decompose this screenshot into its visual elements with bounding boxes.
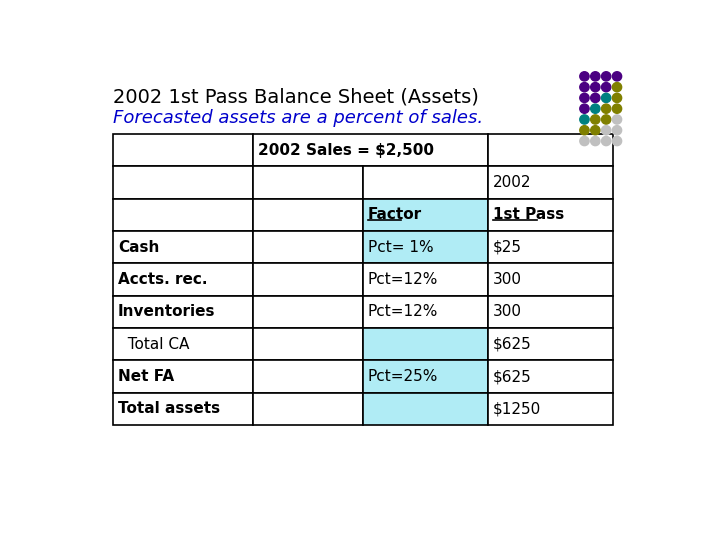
- Circle shape: [601, 137, 611, 146]
- Text: 2002 1st Pass Balance Sheet (Assets): 2002 1st Pass Balance Sheet (Assets): [113, 88, 479, 107]
- Bar: [363, 166, 488, 199]
- Bar: [363, 328, 488, 361]
- Bar: [253, 166, 363, 199]
- Circle shape: [590, 126, 600, 135]
- Text: Pct=12%: Pct=12%: [368, 272, 438, 287]
- Circle shape: [612, 126, 621, 135]
- Bar: [113, 296, 253, 328]
- Text: 300: 300: [492, 272, 522, 287]
- Bar: [363, 264, 488, 296]
- Circle shape: [612, 104, 621, 113]
- Text: Cash: Cash: [118, 240, 159, 255]
- Circle shape: [612, 93, 621, 103]
- Circle shape: [590, 137, 600, 146]
- Text: Total CA: Total CA: [118, 337, 189, 352]
- Bar: [113, 393, 253, 425]
- Text: Net FA: Net FA: [118, 369, 174, 384]
- Circle shape: [580, 93, 589, 103]
- Bar: [488, 264, 613, 296]
- Bar: [113, 134, 253, 166]
- Circle shape: [580, 126, 589, 135]
- Text: Pct= 1%: Pct= 1%: [368, 240, 433, 255]
- Bar: [253, 328, 363, 361]
- Text: Accts. rec.: Accts. rec.: [118, 272, 207, 287]
- Circle shape: [580, 104, 589, 113]
- Circle shape: [590, 104, 600, 113]
- Text: Total assets: Total assets: [118, 402, 220, 416]
- Text: Inventories: Inventories: [118, 305, 215, 320]
- Circle shape: [601, 115, 611, 124]
- Bar: [253, 264, 363, 296]
- Bar: [253, 199, 363, 231]
- Text: 2002 Sales = $2,500: 2002 Sales = $2,500: [258, 143, 434, 158]
- Circle shape: [590, 115, 600, 124]
- Circle shape: [601, 83, 611, 92]
- Circle shape: [601, 72, 611, 81]
- Circle shape: [612, 137, 621, 146]
- Bar: [113, 264, 253, 296]
- Bar: [363, 393, 488, 425]
- Circle shape: [590, 72, 600, 81]
- Bar: [113, 166, 253, 199]
- Text: $625: $625: [492, 369, 531, 384]
- Bar: [113, 361, 253, 393]
- Circle shape: [590, 83, 600, 92]
- Bar: [363, 296, 488, 328]
- Bar: [488, 296, 613, 328]
- Bar: [488, 328, 613, 361]
- Circle shape: [601, 104, 611, 113]
- Text: $25: $25: [492, 240, 522, 255]
- Bar: [363, 231, 488, 264]
- Bar: [113, 199, 253, 231]
- Bar: [363, 199, 488, 231]
- Bar: [488, 166, 613, 199]
- Circle shape: [580, 137, 589, 146]
- Bar: [253, 361, 363, 393]
- Circle shape: [580, 72, 589, 81]
- Bar: [253, 393, 363, 425]
- Text: 1st Pass: 1st Pass: [492, 207, 564, 222]
- Circle shape: [590, 93, 600, 103]
- Bar: [488, 134, 613, 166]
- Bar: [363, 361, 488, 393]
- Bar: [488, 231, 613, 264]
- Bar: [113, 231, 253, 264]
- Bar: [488, 393, 613, 425]
- Circle shape: [601, 126, 611, 135]
- Text: 2002: 2002: [492, 175, 531, 190]
- Text: 300: 300: [492, 305, 522, 320]
- Bar: [488, 361, 613, 393]
- Text: Forecasted assets are a percent of sales.: Forecasted assets are a percent of sales…: [113, 109, 483, 127]
- Text: Pct=12%: Pct=12%: [368, 305, 438, 320]
- Text: $625: $625: [492, 337, 531, 352]
- Circle shape: [580, 83, 589, 92]
- Circle shape: [580, 115, 589, 124]
- Circle shape: [612, 115, 621, 124]
- Bar: [253, 231, 363, 264]
- Circle shape: [612, 72, 621, 81]
- Text: Factor: Factor: [368, 207, 422, 222]
- Text: Pct=25%: Pct=25%: [368, 369, 438, 384]
- Circle shape: [601, 93, 611, 103]
- Bar: [488, 199, 613, 231]
- Bar: [253, 296, 363, 328]
- Circle shape: [612, 83, 621, 92]
- Bar: [253, 134, 488, 166]
- Bar: [113, 328, 253, 361]
- Text: $1250: $1250: [492, 402, 541, 416]
